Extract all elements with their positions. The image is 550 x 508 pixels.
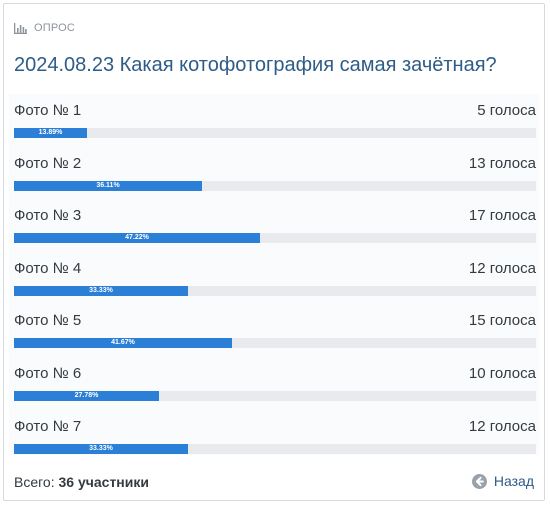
poll-option: Фото № 4 12 голоса 33.33% <box>14 260 536 300</box>
option-label: Фото № 1 <box>14 102 82 119</box>
progress-bar: 33.33% <box>14 286 188 296</box>
progress-percent: 33.33% <box>89 287 113 294</box>
progress-percent: 41.67% <box>111 339 135 346</box>
option-label: Фото № 7 <box>14 418 82 435</box>
option-votes: 15 голоса <box>468 312 536 329</box>
poll-option: Фото № 3 17 голоса 47.22% <box>14 207 536 247</box>
progress-percent: 13.89% <box>38 129 63 136</box>
option-votes: 13 голоса <box>468 155 536 172</box>
progress-track: 13.89% <box>14 128 536 138</box>
option-label: Фото № 4 <box>14 260 82 277</box>
progress-bar: 27.78% <box>14 391 159 401</box>
progress-percent: 33.33% <box>89 445 113 452</box>
poll-header: ОПРОС <box>14 20 75 36</box>
progress-track: 33.33% <box>14 444 536 454</box>
progress-bar: 13.89% <box>14 128 87 138</box>
section-label: ОПРОС <box>34 22 76 34</box>
option-label: Фото № 6 <box>14 365 82 382</box>
option-votes: 12 голоса <box>468 418 536 435</box>
poll-option: Фото № 2 13 голоса 36.11% <box>14 155 536 195</box>
option-votes: 12 голоса <box>468 260 536 277</box>
option-label: Фото № 2 <box>14 155 82 172</box>
progress-track: 41.67% <box>14 338 536 348</box>
poll-title: 2024.08.23 Какая котофотография самая за… <box>14 54 497 76</box>
back-button[interactable]: Назад <box>471 473 534 489</box>
progress-bar: 33.33% <box>14 444 188 454</box>
bar-chart-icon <box>14 22 34 34</box>
progress-bar: 41.67% <box>14 338 232 348</box>
option-label: Фото № 5 <box>14 312 82 329</box>
progress-bar: 36.11% <box>14 181 202 191</box>
progress-bar: 47.22% <box>14 233 260 243</box>
poll-option: Фото № 6 10 голоса 27.78% <box>14 365 536 405</box>
option-votes: 5 голоса <box>477 102 536 119</box>
poll-results: Фото № 1 5 голоса 13.89% Фото № 2 13 голоса 3… <box>9 94 539 455</box>
option-label: Фото № 3 <box>14 207 82 224</box>
option-votes: 17 голоса <box>468 207 536 224</box>
option-votes: 10 голоса <box>468 365 536 382</box>
back-label: Назад <box>493 473 534 489</box>
progress-track: 47.22% <box>14 233 536 243</box>
progress-track: 33.33% <box>14 286 536 296</box>
poll-option: Фото № 5 15 голоса 41.67% <box>14 312 536 352</box>
progress-percent: 36.11% <box>96 182 120 189</box>
poll-option: Фото № 7 12 голоса 33.33% <box>14 418 536 458</box>
progress-track: 27.78% <box>14 391 536 401</box>
poll-option: Фото № 1 5 голоса 13.89% <box>14 102 536 142</box>
progress-track: 36.11% <box>14 181 536 191</box>
total-participants: Всего: 36 участники <box>14 474 149 490</box>
total-value: 36 участники <box>58 474 149 490</box>
total-label: Всего: <box>14 474 55 490</box>
progress-percent: 47.22% <box>125 234 149 241</box>
progress-percent: 27.78% <box>74 392 99 399</box>
arrow-left-circle-icon <box>471 473 494 489</box>
poll-widget: ОПРОС 2024.08.23 Какая котофотография са… <box>3 3 545 501</box>
